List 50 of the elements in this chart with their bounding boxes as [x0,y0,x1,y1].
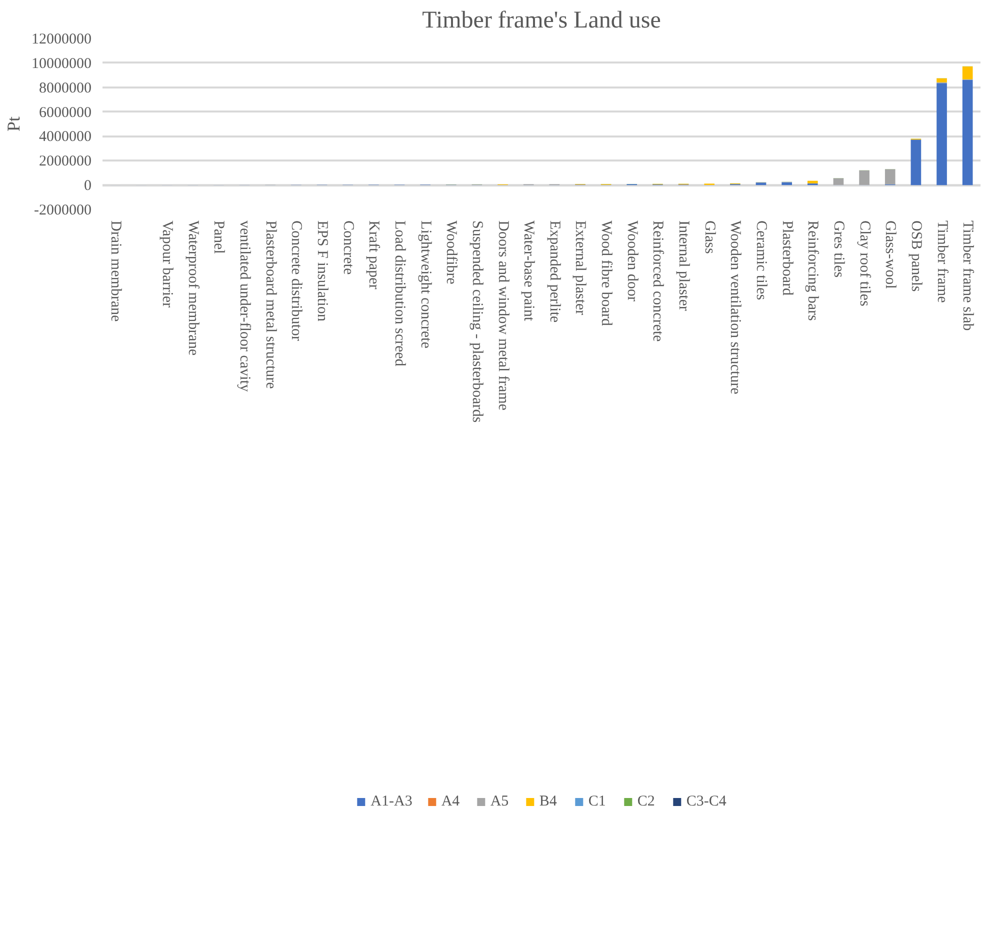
x-tick-label: Wood fibre board [598,220,614,326]
x-tick-label: Expanded perlite [546,220,562,323]
x-tick-label: Timber frame slab [960,220,976,331]
x-tick-label: Plasterboard metal structure [262,220,278,390]
x-tick-label: Ceramic tiles [753,220,769,300]
x-tick-label: Wooden ventilation structure [727,220,744,395]
x-tick-label: External plaster [572,220,588,316]
x-tick-label: Concrete [340,220,356,275]
x-tick-label: Clay roof tiles [856,220,872,306]
x-tick-label: Kraft paper [366,220,382,290]
x-tick-label: Reinforced concrete [650,220,666,342]
x-tick-label: Vapour barrier [159,220,176,308]
y-tick-label: 12000000 [32,32,92,48]
y-tick-label: 0 [84,178,92,194]
x-tick-label: OSB panels [908,220,924,292]
legend-label: C1 [588,793,607,810]
x-tick-label: Reinforcing bars [804,220,821,322]
legend-label: C2 [637,793,656,810]
x-tick-label: Timber frame [934,220,950,304]
y-tick-label: -2000000 [34,202,92,218]
legend-label: A4 [441,793,461,810]
x-tick-label: Water-base paint [520,220,537,322]
x-tick-label: Woodfibre [443,220,460,285]
y-axis-title: Pt [4,116,24,132]
legend-label: B4 [539,793,558,810]
legend-label: A1-A3 [370,793,412,810]
y-tick-label: 8000000 [39,80,92,96]
y-tick-label: 4000000 [39,129,92,146]
legend-label: C3-C4 [686,793,726,810]
x-tick-label: Load distribution screed [391,220,408,367]
chart-title: Timber frame's Land use [422,8,661,34]
x-tick-label: Glass [701,220,718,254]
y-tick-label: 6000000 [39,104,92,121]
x-tick-label: Suspended ceiling - plasterboards [468,220,485,423]
y-tick-label: 2000000 [39,154,92,170]
x-tick-label: Plasterboard [778,220,795,296]
x-tick-label: Panel [210,220,227,254]
x-tick-label: Doors and window metal frame [494,220,511,411]
x-tick-label: ventilated under-floor cavity [236,220,253,392]
x-tick-label: Internal plaster [676,220,692,311]
y-tick-label: 10000000 [32,56,92,72]
x-tick-label: Gres tiles [830,220,846,278]
x-tick-label: Concrete distributor [288,220,304,341]
x-tick-label: Drain membrane [107,220,124,322]
x-tick-label: Glass-wool [882,220,898,289]
legend-label: A5 [490,793,510,810]
x-tick-label: Wooden door [624,220,640,302]
x-tick-label: Lightweight concrete [417,220,434,349]
x-tick-label: EPS F insulation [314,220,330,322]
x-tick-label: Waterproof membrane [184,220,201,356]
